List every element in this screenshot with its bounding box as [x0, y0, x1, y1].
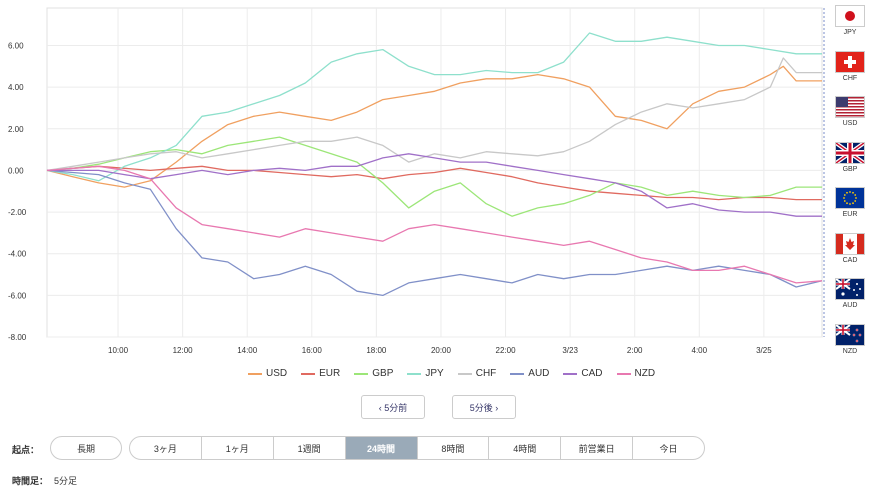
legend-swatch [510, 372, 525, 375]
flag-item-eur[interactable]: EUR [835, 187, 865, 218]
flag-code-label: NZD [842, 347, 858, 355]
switzerland-flag-icon [835, 50, 865, 73]
legend-item-chf[interactable]: CHF [457, 368, 497, 379]
prev-5min-button[interactable]: ‹ 5分前 [361, 395, 425, 419]
period-button[interactable]: 4時間 [489, 437, 562, 459]
x-tick-label: 12:00 [173, 346, 194, 355]
series-line-jpy [46, 32, 822, 182]
timeframe-row: 時間足： 5分足 [12, 474, 77, 487]
period-button[interactable]: 3ヶ月 [130, 437, 202, 459]
series-line-eur [46, 165, 822, 201]
flag-item-gbp[interactable]: GBP [835, 141, 865, 173]
series-line-nzd [46, 165, 823, 284]
x-tick-label: 3/25 [756, 346, 772, 355]
legend-label: NZD [634, 368, 656, 379]
y-tick-label: 2.00 [8, 125, 24, 134]
usa-flag-icon [835, 96, 865, 118]
period-selector: 3ヶ月 1ヶ月 1週間 24時間 8時間 4時間 前営業日 今日 [129, 436, 705, 460]
japan-flag-icon [835, 5, 865, 27]
period-button[interactable]: 前営業日 [561, 437, 634, 459]
flag-code-label: GBP [842, 165, 858, 173]
legend-swatch [616, 372, 631, 375]
x-tick-label: 14:00 [237, 346, 258, 355]
x-tick-label: 10:00 [108, 346, 129, 355]
legend-item-aud[interactable]: AUD [510, 368, 549, 379]
next-5min-button[interactable]: 5分後 › [452, 395, 516, 419]
uk-flag-icon [835, 141, 865, 164]
legend-item-nzd[interactable]: NZD [616, 368, 656, 379]
period-button[interactable]: 1週間 [274, 437, 346, 459]
flag-code-label: AUD [842, 302, 858, 309]
legend-swatch [407, 372, 422, 375]
series-line-gbp [46, 136, 822, 217]
start-label: 起点： [12, 445, 40, 455]
legend-item-jpy[interactable]: JPY [407, 368, 444, 379]
x-tick-label: 16:00 [302, 346, 323, 355]
flag-item-aud[interactable]: AUD [835, 278, 865, 309]
long-term-button[interactable]: 長期 [50, 436, 122, 460]
flag-item-chf[interactable]: CHF [835, 50, 865, 82]
chart-legend: USD EUR GBP JPY CHF AUD CAD NZD [248, 368, 669, 379]
period-button[interactable]: 今日 [659, 443, 678, 454]
legend-label: CHF [475, 368, 497, 379]
legend-label: CAD [581, 368, 603, 379]
flag-item-nzd[interactable]: NZD [835, 323, 865, 355]
y-tick-label: -8.00 [8, 333, 27, 342]
legend-label: JPY [425, 368, 444, 379]
legend-item-usd[interactable]: USD [248, 368, 287, 379]
timeframe-value: 5分足 [54, 476, 78, 486]
x-tick-label: 20:00 [431, 346, 452, 355]
y-tick-label: -2.00 [8, 208, 27, 217]
flag-item-cad[interactable]: CAD [835, 232, 865, 264]
x-tick-label: 18:00 [366, 346, 387, 355]
x-tick-label: 2:00 [627, 346, 643, 355]
series-line-usd [46, 65, 822, 188]
currency-strength-chart: 6.00 4.00 2.00 0.00 -2.00 -4.00 -6.00 -8.00 10:0… [8, 7, 825, 355]
x-tick-label: 3/23 [562, 346, 578, 355]
series-line-aud [46, 169, 823, 297]
x-tick-label: 22:00 [496, 346, 517, 355]
flag-item-usd[interactable]: USD [835, 96, 865, 127]
period-button[interactable]: 24時間 [345, 437, 418, 459]
y-tick-label: -4.00 [8, 250, 27, 259]
flag-code-label: CAD [842, 256, 858, 264]
y-tick-label: -6.00 [8, 291, 27, 300]
period-button[interactable]: 8時間 [418, 437, 490, 459]
flag-code-label: USD [842, 120, 858, 127]
legend-swatch [301, 372, 316, 375]
legend-item-eur[interactable]: EUR [301, 368, 340, 379]
x-tick-label: 4:00 [692, 346, 708, 355]
legend-item-gbp[interactable]: GBP [354, 368, 393, 379]
canada-flag-icon [835, 232, 865, 255]
flag-item-jpy[interactable]: JPY [835, 5, 865, 36]
legend-swatch [457, 372, 472, 375]
flag-code-label: CHF [842, 74, 858, 82]
legend-label: AUD [528, 368, 550, 379]
legend-label: EUR [319, 368, 341, 379]
legend-swatch [563, 372, 578, 375]
period-button[interactable]: 1ヶ月 [202, 437, 274, 459]
legend-swatch [248, 372, 262, 375]
flag-code-label: JPY [843, 29, 857, 36]
legend-item-cad[interactable]: CAD [563, 368, 603, 379]
newzealand-flag-icon [835, 323, 865, 346]
legend-label: USD [266, 368, 288, 379]
eu-flag-icon [835, 187, 865, 209]
legend-swatch [354, 372, 369, 375]
timeframe-label: 時間足： [12, 476, 49, 486]
australia-flag-icon [835, 278, 865, 300]
y-tick-label: 6.00 [8, 41, 24, 50]
series-line-cad [47, 153, 822, 217]
legend-label: GBP [372, 368, 394, 379]
flag-code-label: EUR [842, 211, 858, 218]
series-line-chf [46, 57, 822, 172]
y-tick-label: 0.00 [8, 166, 24, 175]
y-tick-label: 4.00 [8, 83, 24, 92]
